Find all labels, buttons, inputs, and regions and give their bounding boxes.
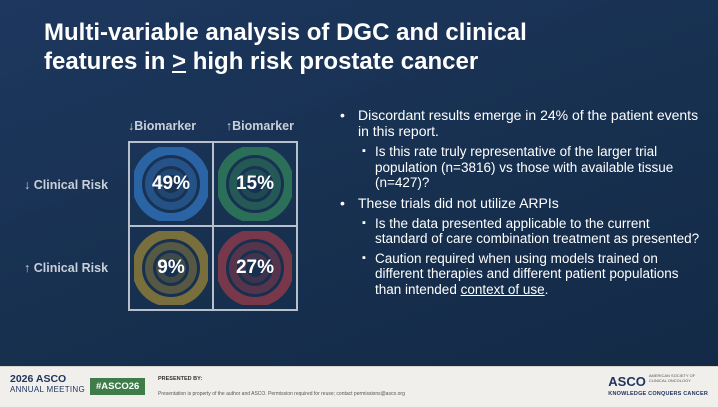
donut-chart: 9% xyxy=(134,231,208,305)
slide: Multi-variable analysis of DGC and clini… xyxy=(0,0,718,366)
donut-ring-3 xyxy=(156,169,186,199)
donut-ring-2 xyxy=(145,242,197,294)
donut-ring-3 xyxy=(240,253,270,283)
donut-graphic xyxy=(218,231,292,305)
matrix-cell-low-risk-high-biomarker: 15% xyxy=(213,142,297,226)
bullet-item: Discordant results emerge in 24% of the … xyxy=(340,107,700,139)
row-label-high-clinical-risk: ↑ Clinical Risk xyxy=(24,261,109,275)
title-line-2-prefix: features in xyxy=(44,48,173,75)
bullet-list: Discordant results emerge in 24% of the … xyxy=(340,107,700,301)
title-line-2-suffix: high risk prostate cancer xyxy=(186,48,479,75)
donut-ring-3 xyxy=(156,253,186,283)
donut-chart: 15% xyxy=(218,147,292,221)
footer-year: 2026 xyxy=(10,373,34,385)
sub-bullet-item: Is the data presented applicable to the … xyxy=(340,216,700,247)
donut-ring-3 xyxy=(240,169,270,199)
matrix-cell-high-risk-high-biomarker: 27% xyxy=(213,226,297,310)
matrix-column-labels: ↓Biomarker ↑Biomarker xyxy=(128,119,294,133)
donut-ring-1 xyxy=(134,147,208,221)
donut-ring-2 xyxy=(229,158,281,210)
cell-percentage: 27% xyxy=(235,257,275,278)
slide-title: Multi-variable analysis of DGC and clini… xyxy=(44,18,684,76)
matrix-cell-low-risk-low-biomarker: 49% xyxy=(129,142,213,226)
footer-asco-wordmark: ASCO xyxy=(35,373,67,385)
title-greater-than-symbol: > xyxy=(172,48,187,75)
sub-bullet-item: Caution required when using models train… xyxy=(340,251,700,298)
tagline: KNOWLEDGE CONQUERS CANCER xyxy=(608,391,708,397)
donut-ring-2 xyxy=(229,242,281,294)
donut-ring-2 xyxy=(145,158,197,210)
cell-percentage: 49% xyxy=(151,173,191,194)
sub-bullet-item: Is this rate truly representative of the… xyxy=(340,144,700,191)
donut-ring-1 xyxy=(218,147,292,221)
column-label-high-biomarker: ↑Biomarker xyxy=(225,119,294,133)
asco-annual-meeting-logo: 2026 ASCO ANNUAL MEETING xyxy=(10,373,85,394)
donut-graphic xyxy=(134,231,208,305)
bullet-item: These trials did not utilize ARPIs xyxy=(340,195,700,211)
sub-bullet-text: Caution required when using models train… xyxy=(375,250,679,297)
asco-wordmark: ASCO xyxy=(608,374,646,389)
risk-matrix-grid: 49% 15% 9% 27% xyxy=(128,141,298,311)
donut-ring-1 xyxy=(218,231,292,305)
permission-notice: Presentation is property of the author a… xyxy=(158,391,405,397)
presented-by-label: PRESENTED BY: xyxy=(158,376,203,382)
footer-bar: 2026 ASCO ANNUAL MEETING #ASCO26 PRESENT… xyxy=(0,366,718,407)
donut-chart: 49% xyxy=(134,147,208,221)
row-label-low-clinical-risk: ↓ Clinical Risk xyxy=(24,178,109,192)
sub-bullet-text-end: . xyxy=(544,281,549,297)
cell-percentage: 15% xyxy=(235,173,275,194)
column-label-low-biomarker: ↓Biomarker xyxy=(128,119,197,133)
title-line-2: features in > high risk prostate cancer xyxy=(44,47,684,76)
matrix-cell-high-risk-low-biomarker: 9% xyxy=(129,226,213,310)
donut-graphic xyxy=(218,147,292,221)
context-of-use-link[interactable]: context of use xyxy=(460,281,545,297)
donut-chart: 27% xyxy=(218,231,292,305)
footer-year-asco: 2026 ASCO xyxy=(10,373,85,385)
footer-meeting: ANNUAL MEETING xyxy=(10,385,86,394)
society-name: AMERICAN SOCIETY OF CLINICAL ONCOLOGY xyxy=(648,373,696,383)
hashtag-badge: #ASCO26 xyxy=(90,378,146,395)
donut-graphic xyxy=(134,147,208,221)
cell-percentage: 9% xyxy=(157,257,185,278)
donut-ring-1 xyxy=(134,231,208,305)
asco-society-logo: ASCO AMERICAN SOCIETY OF CLINICAL ONCOLOG… xyxy=(608,373,708,397)
title-line-1: Multi-variable analysis of DGC and clini… xyxy=(44,19,527,46)
